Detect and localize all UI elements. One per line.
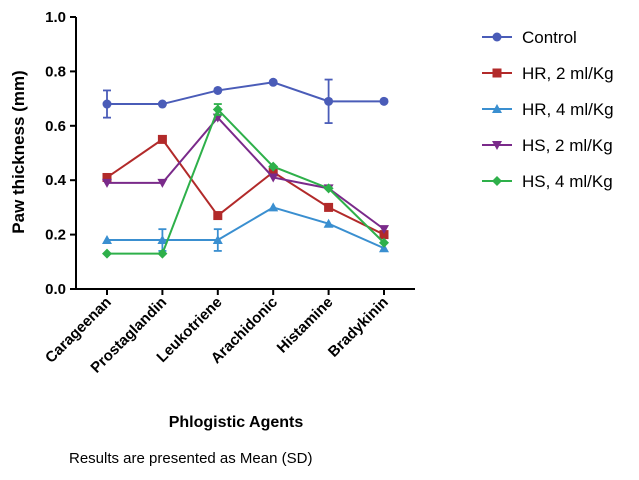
y-tick-label: 0.4 [45,172,67,189]
series-5 [102,103,389,259]
y-tick-label: 1.0 [45,9,66,26]
legend-item: HR, 4 ml/Kg [482,100,614,119]
legend-marker [492,32,502,42]
legend-marker [492,141,502,150]
data-point [157,178,168,188]
legend-marker [492,104,502,113]
data-point [268,202,279,212]
legend-item: HS, 2 ml/Kg [482,136,613,155]
legend-label: HR, 4 ml/Kg [522,100,614,119]
data-point [102,99,112,109]
y-axis-label: Paw thickness (mm) [9,70,28,233]
series-2 [102,134,389,240]
data-point [323,183,334,194]
axes: 0.00.20.40.60.81.0CarageenanProstaglandi… [42,9,415,377]
y-tick-label: 0.0 [45,281,66,298]
data-point [213,85,223,95]
data-point [268,161,279,172]
data-point [102,172,112,182]
data-point [379,237,389,248]
data-point [157,99,167,109]
data-point [323,218,334,228]
series-line [107,81,384,106]
data-point [212,235,223,245]
series-line [107,116,385,230]
data-point [379,230,389,240]
data-point [157,235,168,245]
data-point [157,134,167,144]
legend-item: Control [482,28,577,47]
legend-marker [492,176,502,186]
data-point [324,202,334,212]
data-point [157,248,168,259]
data-point [268,77,278,87]
y-tick-label: 0.6 [45,118,66,135]
series-layer [102,77,389,259]
legend-label: HS, 2 ml/Kg [522,136,613,155]
data-point [379,96,389,106]
series-3 [102,202,389,253]
data-point [213,211,223,221]
y-tick-label: 0.8 [45,63,66,80]
series-line [107,107,385,255]
y-tick-label: 0.2 [45,227,66,244]
x-tick-label: Bradykinin [325,294,392,361]
data-point [379,225,389,235]
legend-item: HS, 4 ml/Kg [482,172,613,191]
legend: Control HR, 2 ml/Kg HR, 4 ml/Kg HS, 2 ml/Kg… [482,28,614,191]
series-line [107,206,385,250]
legend-label: Control [522,28,577,47]
data-point [268,173,279,183]
data-point [102,248,112,259]
data-point [324,96,334,106]
series-line [106,138,385,236]
series-1 [102,77,389,124]
data-point [212,104,223,115]
data-point [102,235,112,245]
footnote: Results are presented as Mean (SD) [69,450,312,467]
legend-label: HS, 4 ml/Kg [522,172,613,191]
x-axis-label: Phlogistic Agents [169,414,304,431]
data-point [268,167,278,177]
legend-item: HR, 2 ml/Kg [482,64,614,83]
data-point [102,178,112,188]
legend-label: HR, 2 ml/Kg [522,64,614,83]
legend-marker [492,68,502,78]
